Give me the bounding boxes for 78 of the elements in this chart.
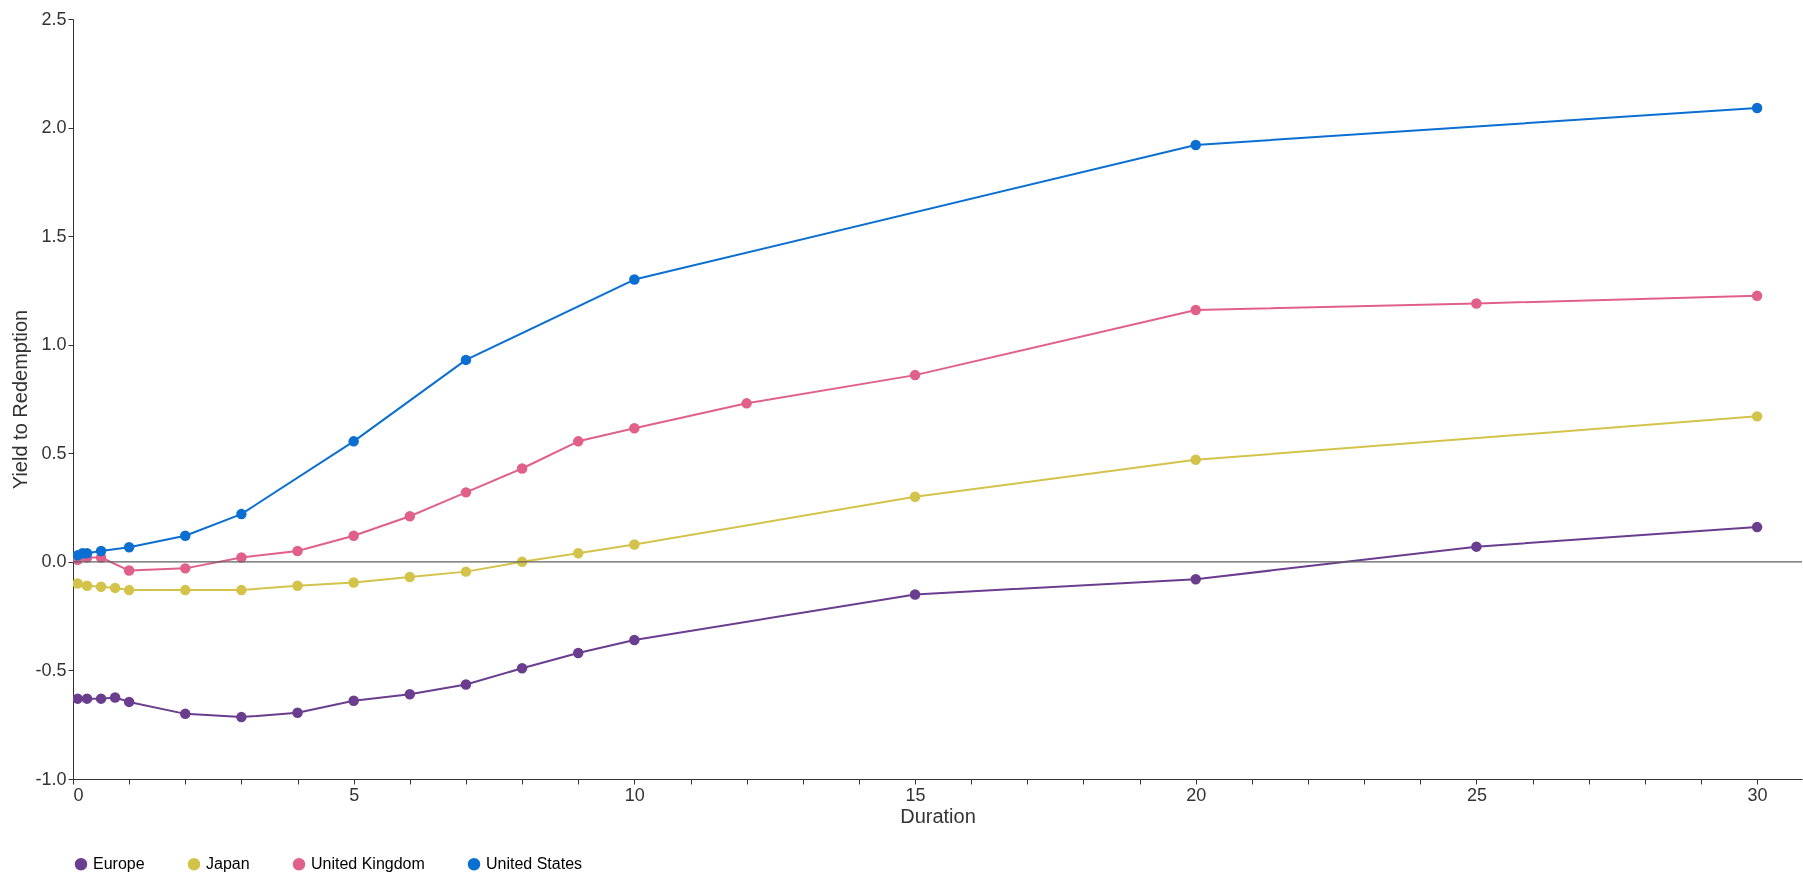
x-tick-label: 30 [1747,784,1768,805]
point [516,663,528,674]
point [572,547,584,559]
point [1471,298,1482,309]
point [460,679,472,690]
point [1190,304,1201,316]
y-tick-label: 1.5 [41,225,67,246]
point [123,565,135,576]
legend-label: Europe [93,855,145,873]
point [95,581,107,593]
point [123,696,135,708]
point [1751,290,1763,302]
y-tick-label: 0.0 [41,551,67,572]
point [404,511,416,522]
point [629,423,640,434]
point [81,693,93,704]
point [236,584,247,596]
point [109,582,121,594]
point [81,580,93,591]
point [1190,573,1201,585]
point [572,647,584,659]
x-tick-label: 10 [624,784,645,805]
point [460,354,472,366]
point [348,530,359,542]
point [292,580,303,591]
point [180,530,191,542]
point [123,584,135,596]
point [1471,541,1482,552]
point [109,692,121,703]
point [292,545,303,557]
point [741,398,752,409]
legend-label: United States [486,855,583,873]
point [909,491,921,502]
point [404,689,416,700]
y-axis-title: Yield to Redemption [9,309,32,490]
y-tick-label: 0.5 [41,442,67,463]
point [348,695,359,707]
point [1751,411,1763,422]
point [629,634,640,646]
x-tick-label: 20 [1186,784,1207,805]
point [404,571,416,583]
x-tick-label: 0 [73,784,84,805]
point [516,463,528,474]
point [236,508,247,520]
point [180,584,191,596]
y-tick-label: -1.0 [35,768,67,789]
point [180,563,191,574]
y-tick-label: 2.5 [41,8,67,29]
x-tick-label: 5 [349,784,360,805]
point [348,577,359,588]
point [236,711,247,723]
point [909,369,921,381]
point [909,589,921,600]
point [1190,454,1201,466]
legend-label: Japan [206,855,250,873]
x-tick-label: 25 [1466,784,1487,805]
point [292,707,303,719]
point [1190,139,1201,151]
point [348,436,359,447]
x-axis-title: Duration [900,804,976,827]
point [460,487,472,498]
point [95,545,107,557]
point [123,542,135,553]
point [95,693,107,704]
y-tick-label: 1.0 [41,334,67,355]
point [73,693,83,704]
point [73,578,83,589]
point [572,436,584,447]
y-tick-label: -0.5 [35,659,67,680]
point [1751,521,1763,533]
point [460,566,472,577]
point [629,274,640,285]
x-tick-label: 15 [905,784,926,805]
point [1751,102,1763,114]
y-tick-label: 2.0 [41,117,67,138]
point [180,708,191,720]
point [629,539,640,550]
legend-label: United Kingdom [311,855,425,873]
